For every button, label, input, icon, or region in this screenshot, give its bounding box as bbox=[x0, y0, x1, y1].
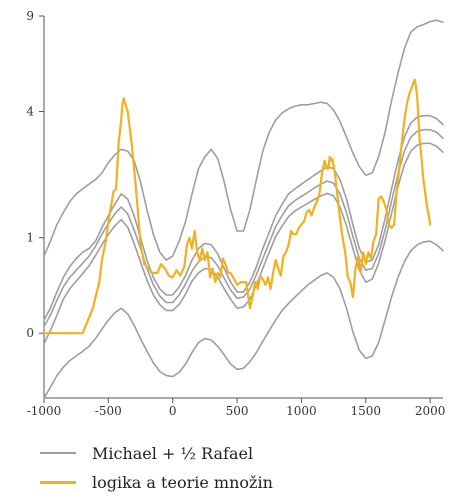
x-tick-label: 1000 bbox=[286, 404, 317, 418]
legend-entry-highlight: logika a teorie množin bbox=[40, 469, 273, 495]
series-line-highlight bbox=[42, 78, 432, 335]
legend-entry-band: Michael + ½ Rafael bbox=[40, 440, 273, 466]
x-tick-label: 500 bbox=[226, 404, 249, 418]
x-tick-label: 0 bbox=[169, 404, 177, 418]
y-tick-label: 1 bbox=[26, 231, 34, 245]
legend-label-band: Michael + ½ Rafael bbox=[92, 443, 254, 463]
series-line-lower-1 bbox=[43, 142, 444, 345]
x-tick-label: 1500 bbox=[351, 404, 382, 418]
y-tick-label: 4 bbox=[26, 105, 34, 119]
y-tick-label: 9 bbox=[26, 9, 34, 23]
series-line-median bbox=[43, 128, 444, 328]
chart-legend: Michael + ½ Rafael logika a teorie množi… bbox=[40, 440, 273, 498]
series-line-lower-2 bbox=[43, 240, 444, 399]
x-tick-label: -1000 bbox=[27, 404, 62, 418]
line-chart: 0 1 4 9 -1000 -500 0 500 1000 1500 2000 bbox=[26, 9, 445, 418]
x-tick-label: -500 bbox=[95, 404, 122, 418]
series-line-upper-2 bbox=[43, 19, 444, 261]
chart-axes bbox=[39, 15, 443, 403]
series-line-upper-1 bbox=[43, 114, 444, 321]
legend-label-highlight: logika a teorie množin bbox=[92, 472, 273, 492]
chart-series bbox=[42, 19, 444, 399]
y-tick-label: 0 bbox=[26, 326, 34, 340]
legend-swatch-band bbox=[40, 452, 76, 454]
x-tick-label: 2000 bbox=[415, 404, 446, 418]
legend-swatch-highlight bbox=[40, 480, 76, 484]
chart-tick-labels: 0 1 4 9 -1000 -500 0 500 1000 1500 2000 bbox=[26, 9, 445, 418]
